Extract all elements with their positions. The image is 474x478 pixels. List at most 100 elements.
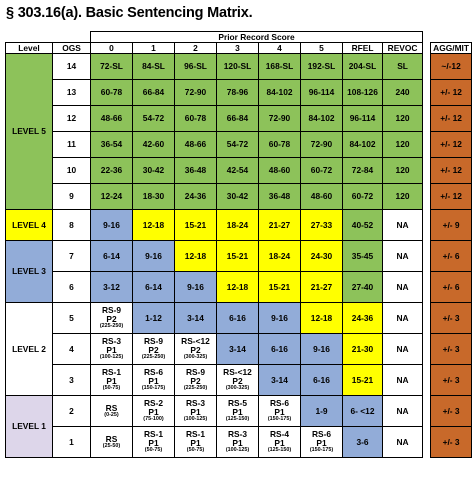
agg-mit-value: +/- 3 xyxy=(430,364,473,396)
matrix-cell: 15-21 xyxy=(174,209,217,241)
matrix-cell: 15-21 xyxy=(342,364,383,396)
matrix-cell: 27-40 xyxy=(342,271,383,303)
agg-mit-value: +/- 12 xyxy=(430,157,473,184)
agg-header: AGG/MIT xyxy=(430,42,473,54)
cell-line: RS-<12 xyxy=(223,367,252,378)
matrix-cell: RS-9 P2 (225-250) xyxy=(174,364,217,396)
matrix-cell: 21-30 xyxy=(342,333,383,365)
cell-line: RS-2 xyxy=(143,398,164,409)
cell-line: 120 xyxy=(395,139,410,150)
cell-line: RS xyxy=(105,433,118,444)
cell-line: RS-1 xyxy=(143,429,164,440)
cell-line: 12-18 xyxy=(142,219,165,230)
cell-line: 22-36 xyxy=(100,165,123,176)
matrix-cell: 18-24 xyxy=(216,209,259,241)
matrix-cell: 48-66 xyxy=(174,131,217,158)
matrix-cell: 6-16 xyxy=(258,333,301,365)
cell-line: 6-14 xyxy=(103,250,120,261)
cell-line: 72-90 xyxy=(310,139,333,150)
cell-line: 48-66 xyxy=(100,113,123,124)
cell-line: NA xyxy=(396,405,409,416)
cell-line: RS-3 xyxy=(185,398,206,409)
cell-range: (25-50) xyxy=(102,442,121,449)
matrix-cell: 66-84 xyxy=(132,79,175,106)
cell-line: 84-102 xyxy=(308,113,335,124)
matrix-cell: 36-54 xyxy=(90,131,133,158)
matrix-cell: 96-114 xyxy=(342,105,383,132)
cell-line: 30-42 xyxy=(142,165,165,176)
cell-line: 6-16 xyxy=(313,374,330,385)
cell-line: RS-3 xyxy=(101,336,122,347)
level-label: LEVEL 3 xyxy=(5,240,53,303)
matrix-cell: 21-27 xyxy=(258,209,301,241)
cell-line: P1 xyxy=(148,438,159,449)
cell-line: 42-60 xyxy=(142,139,165,150)
cell-line: 120-SL xyxy=(223,61,252,72)
matrix-cell: 12-24 xyxy=(90,183,133,210)
cell-line: 96-114 xyxy=(349,113,376,124)
matrix-cell: 15-21 xyxy=(258,271,301,303)
matrix-cell: 96-114 xyxy=(300,79,343,106)
matrix-cell: 84-SL xyxy=(132,53,175,80)
matrix-cell: 120 xyxy=(381,183,424,210)
ogs-value: 2 xyxy=(52,395,91,427)
matrix-cell: 72-90 xyxy=(300,131,343,158)
matrix-cell: 204-SL xyxy=(342,53,383,80)
matrix-cell: 66-84 xyxy=(216,105,259,132)
level-label: LEVEL 2 xyxy=(5,302,53,396)
matrix-cell: 9-16 xyxy=(258,302,301,334)
matrix-body: Prior Record Score Level OGS 0 1 2 3 4 5… xyxy=(5,31,473,458)
matrix-cell: RS-3 P1 (100-125) xyxy=(174,395,217,427)
matrix-cell: NA xyxy=(381,302,424,334)
cell-line: 27-40 xyxy=(351,281,374,292)
matrix-cell: 84-102 xyxy=(258,79,301,106)
matrix-cell: 18-30 xyxy=(132,183,175,210)
cell-line: P2 xyxy=(106,314,117,325)
cell-range: (100-125) xyxy=(225,446,250,453)
column-gap xyxy=(423,272,431,303)
cell-line: 24-30 xyxy=(310,250,333,261)
cell-line: 60-78 xyxy=(184,113,207,124)
matrix-cell: 6- <12 xyxy=(342,395,383,427)
cell-line: 120 xyxy=(395,113,410,124)
matrix-cell: 60-72 xyxy=(342,183,383,210)
header-row-2: Level OGS 0 1 2 3 4 5 RFEL REVOC AGG/MIT xyxy=(5,42,473,54)
sentencing-matrix: Prior Record Score Level OGS 0 1 2 3 4 5… xyxy=(5,31,473,458)
matrix-row: 10 22-36 30-42 36-48 42-54 48-60 60-72 72-84 120… xyxy=(6,157,473,184)
matrix-cell: 72-90 xyxy=(174,79,217,106)
cell-line: P1 xyxy=(316,438,327,449)
matrix-cell: 9-16 xyxy=(90,209,133,241)
cell-line: 9-16 xyxy=(313,343,330,354)
cell-line: 48-60 xyxy=(310,191,333,202)
matrix-cell: 22-36 xyxy=(90,157,133,184)
matrix-row: 13 60-78 66-84 72-90 78-96 84-102 96-114 108-12… xyxy=(6,79,473,106)
matrix-cell: 54-72 xyxy=(216,131,259,158)
matrix-cell: 9-16 xyxy=(174,271,217,303)
cell-line: P2 xyxy=(190,376,201,387)
column-gap xyxy=(423,210,431,241)
col-header: 4 xyxy=(258,42,301,54)
matrix-cell: 54-72 xyxy=(132,105,175,132)
header-row-1: Prior Record Score xyxy=(5,31,472,43)
ogs-value: 8 xyxy=(52,209,91,241)
column-gap xyxy=(423,106,431,132)
agg-mit-value: +/- 6 xyxy=(430,271,473,303)
agg-mit-value: +/- 3 xyxy=(430,333,473,365)
ogs-value: 7 xyxy=(52,240,91,272)
matrix-cell: RS (25-50) xyxy=(90,426,133,458)
cell-line: 48-66 xyxy=(184,139,207,150)
cell-line: 84-102 xyxy=(349,139,376,150)
matrix-cell: 3-6 xyxy=(342,426,383,458)
matrix-cell: 60-78 xyxy=(258,131,301,158)
cell-line: P1 xyxy=(106,345,117,356)
cell-line: P1 xyxy=(190,407,201,418)
matrix-cell: RS-3 P1 (100-125) xyxy=(216,426,259,458)
matrix-cell: 60-72 xyxy=(300,157,343,184)
cell-line: 9-16 xyxy=(187,281,204,292)
cell-line: 60-72 xyxy=(310,165,333,176)
cell-line: RS-6 xyxy=(311,429,332,440)
cell-line: RS xyxy=(105,402,118,413)
matrix-cell: RS-1 P1 (50-75) xyxy=(174,426,217,458)
column-gap xyxy=(423,365,431,396)
col-header-revoc: REVOC xyxy=(381,42,424,54)
